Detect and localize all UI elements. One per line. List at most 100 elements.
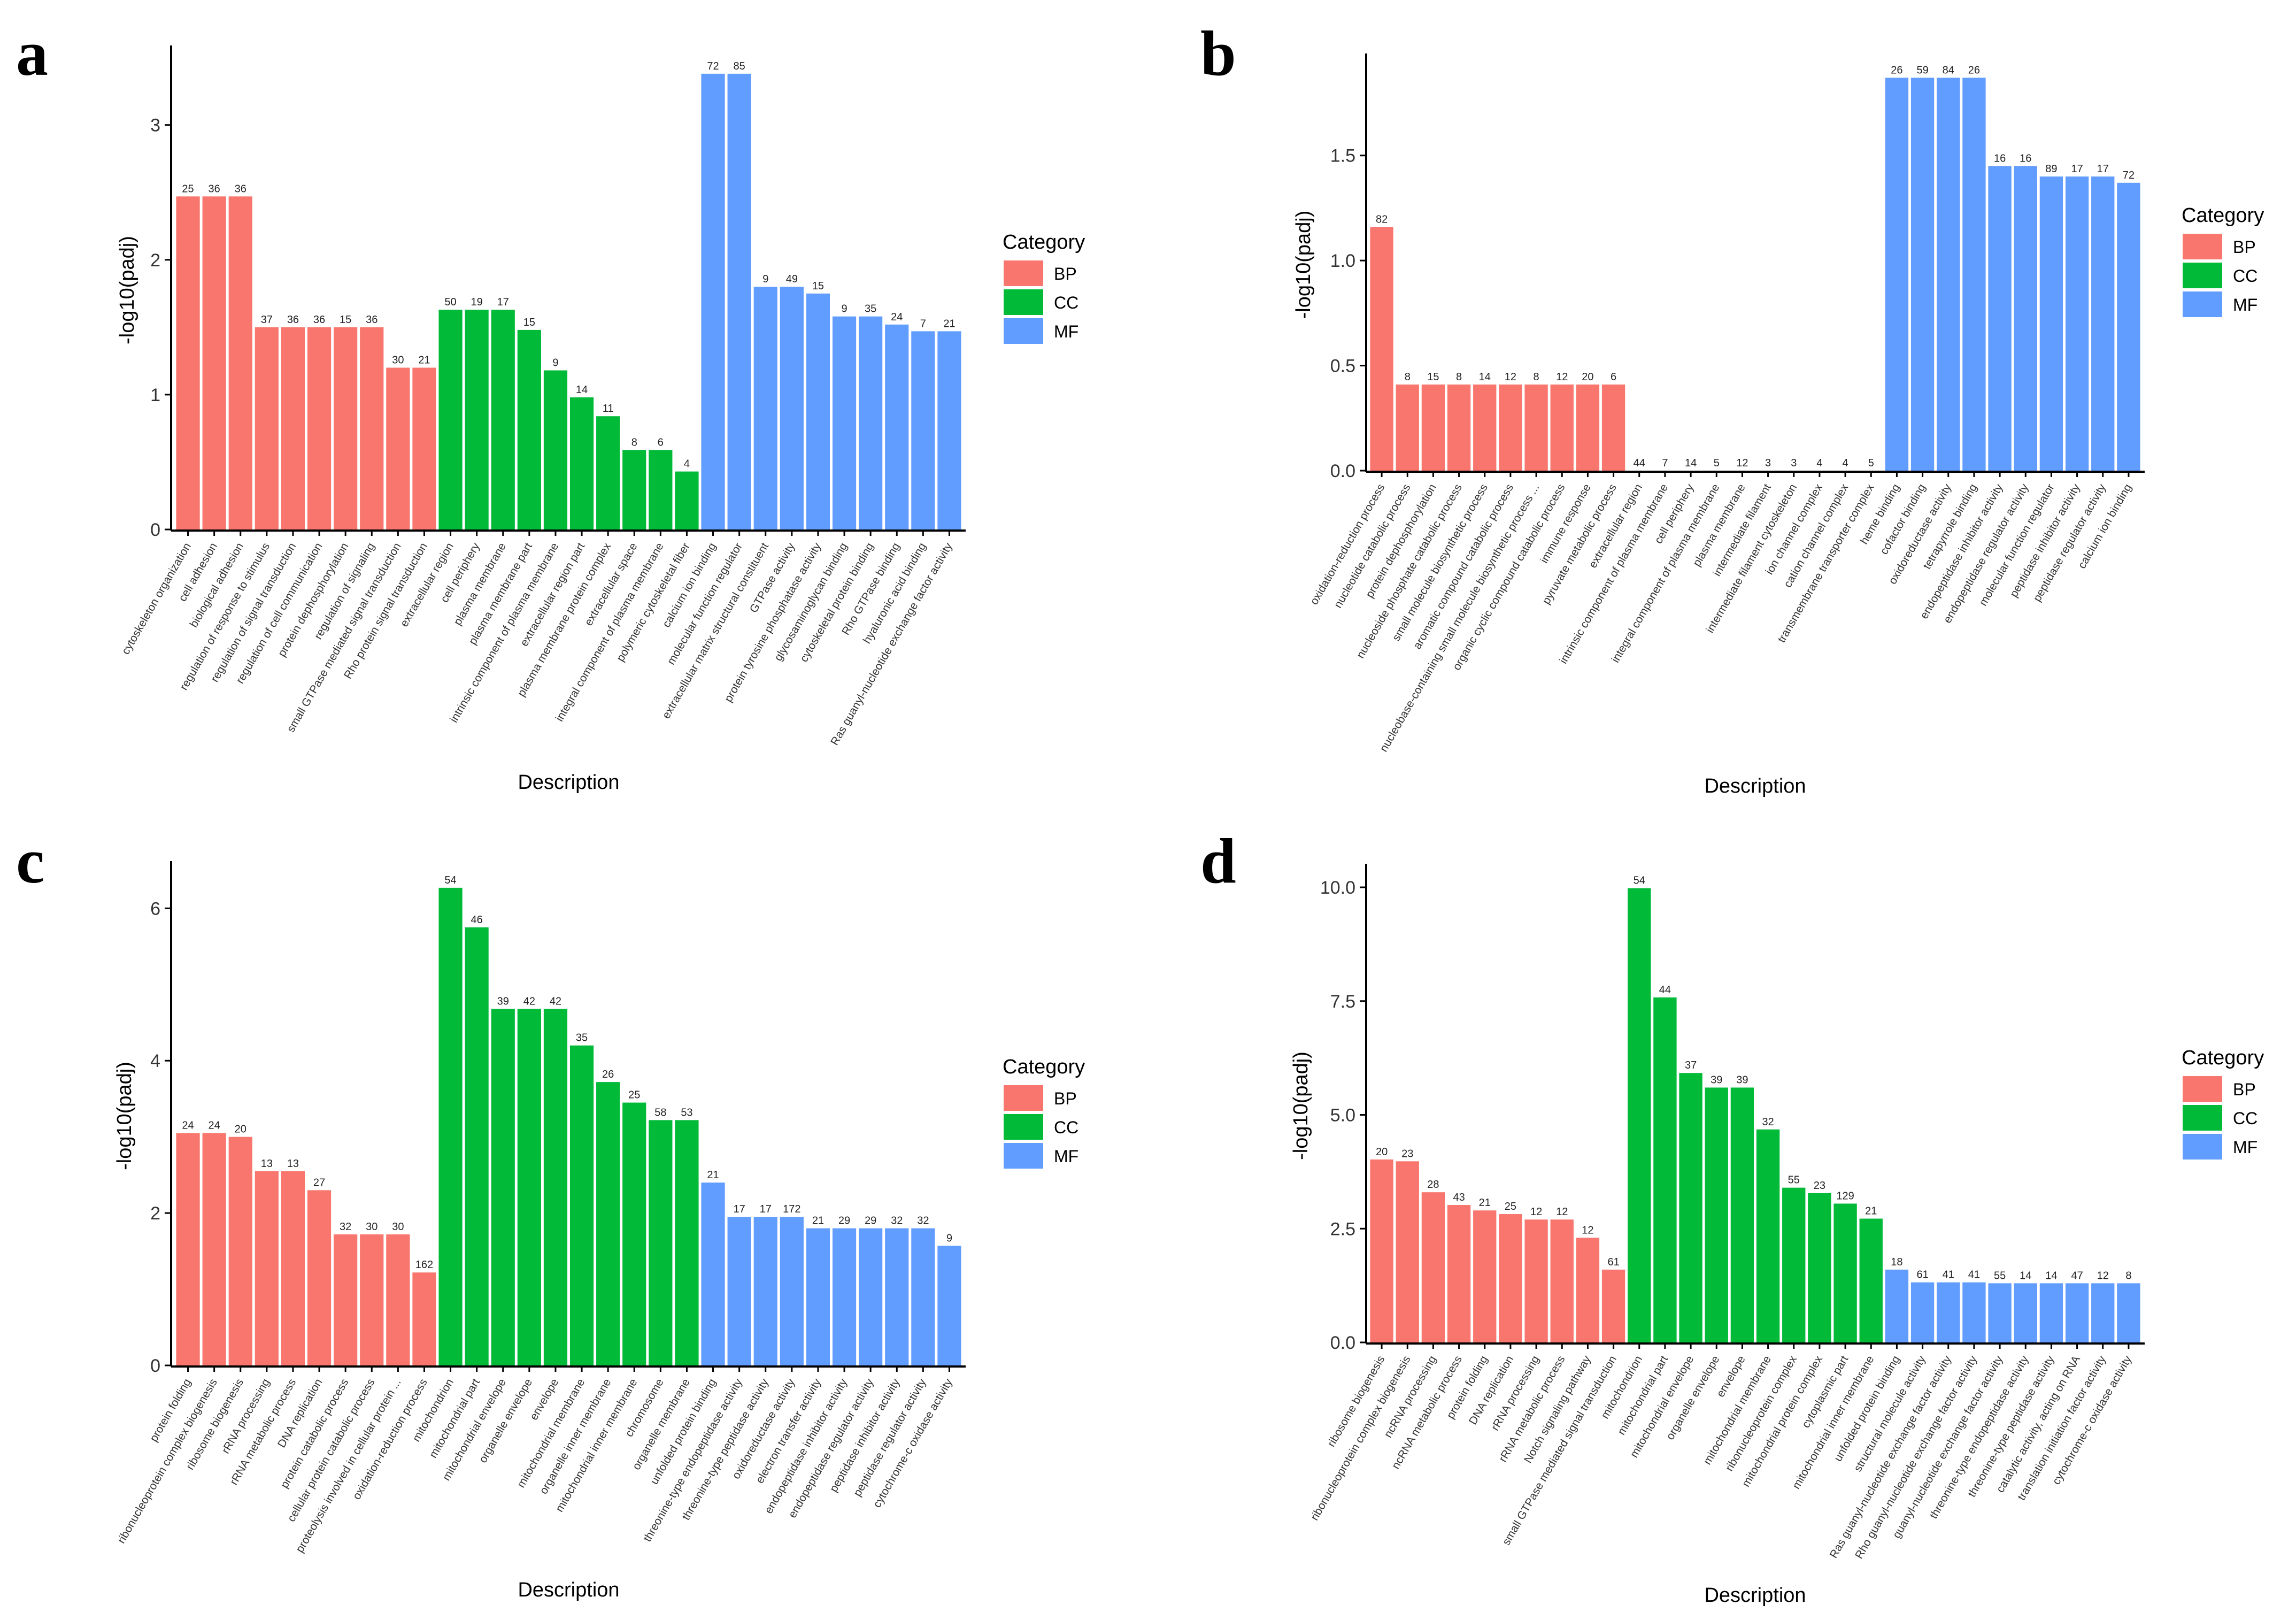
bar	[1910, 78, 1935, 471]
y-tick-label: 0	[150, 1356, 160, 1376]
y-tick-label: 1.5	[1330, 146, 1355, 166]
x-tick-label: rRNA processing	[219, 1377, 272, 1456]
x-tick-label: ribonucleoprotein complex biogenesis	[1308, 1354, 1413, 1523]
bar	[806, 293, 830, 529]
x-tick-label: ribonucleoprotein complex biogenesis	[115, 1377, 220, 1546]
bar	[1730, 1087, 1754, 1342]
bar-value-label: 30	[392, 354, 404, 366]
bar	[2117, 182, 2140, 471]
bar-value-label: 23	[1814, 1180, 1825, 1192]
bar	[649, 1120, 673, 1365]
bar	[176, 1133, 200, 1365]
bar-value-label: 8	[1405, 371, 1411, 383]
bar-value-label: 9	[552, 357, 558, 369]
bar	[202, 196, 226, 529]
bar	[412, 367, 436, 529]
legend-swatch-mf	[2183, 291, 2222, 317]
y-tick-label: 1.0	[1330, 251, 1355, 271]
bar-value-label: 23	[1401, 1148, 1413, 1160]
bar-value-label: 24	[209, 1120, 220, 1132]
y-tick-label: 2	[150, 250, 160, 271]
y-tick-label: 7.5	[1330, 992, 1355, 1012]
bar	[2091, 176, 2115, 471]
bar-value-label: 9	[946, 1232, 952, 1244]
bar-value-label: 85	[734, 60, 745, 72]
bar	[780, 287, 804, 529]
bar-value-label: 162	[415, 1259, 433, 1271]
bar	[412, 1272, 436, 1365]
bar-value-label: 12	[1556, 1206, 1568, 1218]
bar-value-label: 4	[684, 458, 690, 470]
legend-label-cc: CC	[1054, 1118, 1078, 1137]
bar	[2014, 1283, 2037, 1343]
bar-value-label: 17	[2071, 163, 2083, 175]
bar-value-label: 9	[841, 303, 847, 315]
panel-letter: a	[16, 18, 48, 89]
y-tick-label: 1	[150, 385, 160, 405]
bar	[1473, 1210, 1497, 1342]
bar-value-label: 12	[1582, 1224, 1593, 1236]
legend-label-mf: MF	[2233, 1138, 2258, 1157]
bar-value-label: 17	[2097, 163, 2109, 175]
bar-value-label: 72	[707, 60, 719, 72]
bar-value-label: 21	[812, 1215, 824, 1227]
bar-value-label: 16	[2020, 152, 2031, 164]
bar-value-label: 21	[1479, 1197, 1491, 1209]
y-tick-label: 2	[150, 1203, 160, 1224]
x-axis-title: Description	[518, 771, 619, 794]
bar	[255, 327, 279, 529]
bar	[1653, 997, 1677, 1342]
legend-label-bp: BP	[1054, 264, 1077, 283]
bar-value-label: 54	[1634, 875, 1645, 887]
bar-value-label: 32	[1762, 1116, 1774, 1128]
legend-label-cc: CC	[1054, 293, 1078, 312]
bar	[885, 324, 909, 529]
bar-value-label: 14	[576, 384, 588, 396]
bar-value-label: 44	[1634, 457, 1645, 469]
bar	[2039, 176, 2063, 471]
y-tick-label: 6	[150, 899, 160, 919]
bar	[937, 331, 961, 529]
bar	[2065, 176, 2089, 471]
x-axis-title: Description	[518, 1579, 619, 1601]
bar-value-label: 41	[1943, 1269, 1954, 1281]
bar-value-label: 26	[602, 1069, 614, 1080]
legend-label-mf: MF	[1054, 322, 1078, 341]
bar-value-label: 21	[418, 354, 430, 366]
bar	[569, 397, 594, 529]
bar	[517, 1009, 541, 1365]
bar-value-label: 39	[1736, 1074, 1748, 1086]
bar	[1421, 1192, 1445, 1342]
bar	[1524, 384, 1548, 471]
bar-value-label: 49	[786, 273, 798, 285]
bar	[334, 1234, 358, 1365]
bar	[517, 329, 541, 529]
bar	[937, 1246, 961, 1365]
bar-value-label: 19	[471, 296, 483, 308]
bar-value-label: 3	[1765, 457, 1771, 469]
bar-value-label: 46	[471, 914, 483, 926]
y-axis-title: -log10(padj)	[116, 236, 138, 344]
bar-value-label: 15	[812, 280, 824, 292]
bar	[1962, 78, 1986, 471]
legend-swatch-bp	[1004, 1085, 1043, 1111]
bar	[438, 887, 463, 1365]
bar	[1396, 1161, 1419, 1342]
bar	[465, 310, 489, 529]
bar	[569, 1045, 594, 1365]
bar-value-label: 9	[762, 273, 768, 285]
bar-value-label: 8	[1534, 371, 1539, 383]
legend-title: Category	[1003, 1056, 1085, 1078]
bar-value-label: 41	[1968, 1269, 1980, 1281]
bar-value-label: 84	[1943, 64, 1954, 76]
bar	[281, 1171, 305, 1365]
bar-value-label: 5	[1714, 457, 1720, 469]
bar	[1705, 1087, 1728, 1342]
bar-value-label: 15	[1427, 371, 1439, 383]
bar-value-label: 36	[313, 314, 325, 326]
legend-label-mf: MF	[1054, 1147, 1078, 1166]
y-tick-label: 4	[150, 1051, 160, 1071]
bar	[1370, 1159, 1393, 1342]
